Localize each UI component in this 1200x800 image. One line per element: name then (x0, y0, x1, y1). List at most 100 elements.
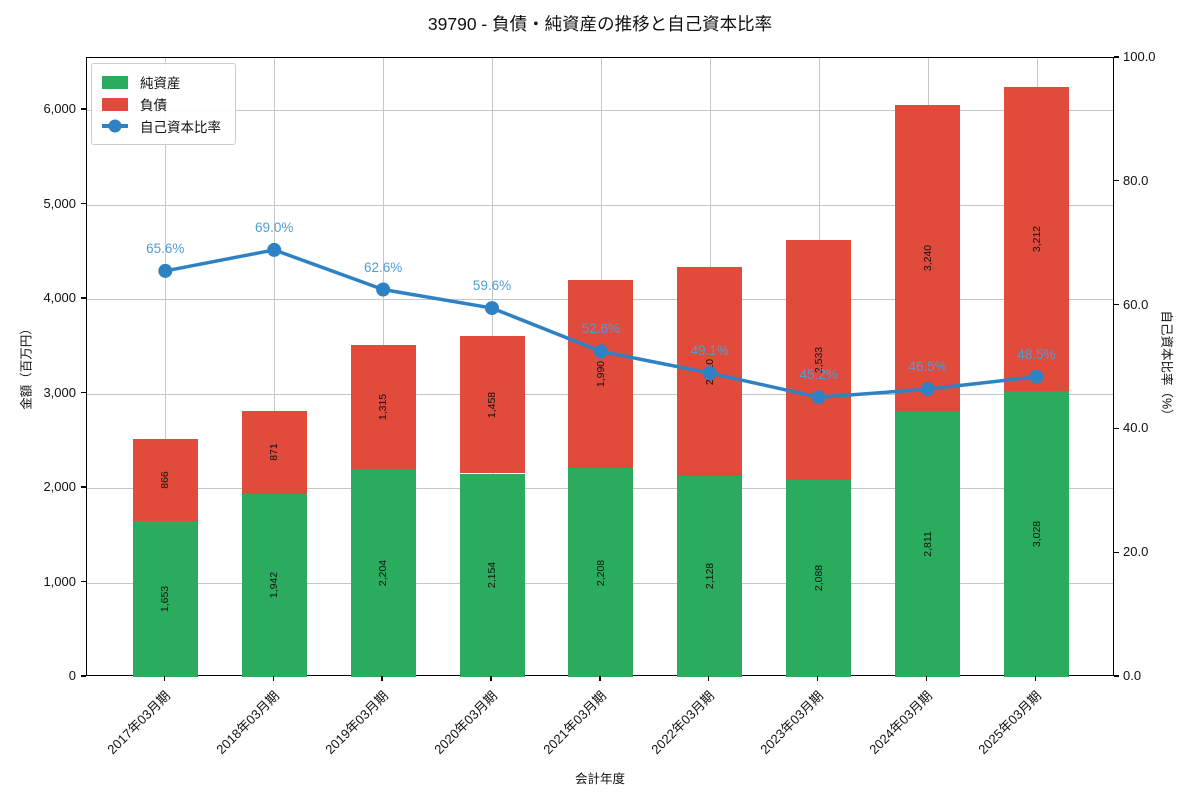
x-axis-tick (599, 676, 601, 681)
x-axis-tick-label: 2018年03月期 (213, 688, 282, 757)
equity-ratio-value-label: 69.0% (255, 219, 294, 235)
gridline-vertical (274, 58, 276, 675)
legend-item-net-assets: 純資産 (102, 71, 221, 93)
bar-segment-liabilities (895, 105, 961, 412)
x-axis-tick-label: 2019年03月期 (321, 688, 391, 757)
right-axis-tick (1114, 551, 1119, 553)
bar-segment-net-assets (1004, 390, 1069, 677)
bar-segment-net-assets (132, 520, 198, 677)
bar-segment-liabilities (350, 344, 416, 469)
x-axis-tick (272, 676, 274, 681)
x-axis-title: 会計年度 (574, 772, 626, 786)
x-axis-tick (708, 676, 710, 681)
bar-segment-liabilities (1004, 87, 1069, 391)
equity-ratio-line (158, 242, 1044, 405)
left-axis-tick-label: 0 (68, 668, 76, 683)
x-axis-tick (817, 676, 819, 681)
right-axis-tick-label: 40.0 (1123, 420, 1149, 436)
x-axis-tick-label: 2025年03月期 (975, 688, 1045, 757)
right-axis-tick-label: 0.0 (1123, 668, 1142, 683)
legend-swatch-liabilities (102, 97, 128, 111)
bar-segment-net-assets (677, 475, 743, 677)
equity-ratio-value-label: 65.6% (146, 240, 185, 256)
x-axis-tick-label: 2017年03月期 (104, 688, 174, 757)
right-axis-tick-label: 100.0 (1123, 49, 1156, 64)
legend-label-equity-ratio: 自己資本比率 (140, 120, 221, 135)
x-axis-tick-label: 2023年03月期 (757, 688, 827, 757)
right-axis-tick (1114, 303, 1119, 306)
left-axis-tick (81, 391, 86, 394)
right-axis-tick (1114, 675, 1119, 677)
bar-segment-net-assets (895, 411, 961, 677)
right-axis-title: 自己資本比率（%） (1159, 310, 1174, 422)
bar-segment-net-assets (350, 468, 416, 677)
equity-ratio-marker (485, 301, 499, 316)
equity-ratio-marker (702, 366, 717, 381)
x-axis-tick (381, 676, 383, 681)
right-axis-tick (1114, 180, 1119, 182)
equity-ratio-marker (376, 282, 391, 297)
x-axis-tick-label: 2022年03月期 (648, 688, 718, 757)
bar-segment-liabilities (241, 411, 307, 494)
equity-ratio-value-label: 48.5% (1017, 346, 1056, 362)
left-axis-tick (81, 297, 86, 299)
x-axis-tick (925, 676, 928, 681)
left-axis-tick (81, 108, 86, 110)
equity-ratio-marker (920, 382, 935, 397)
equity-ratio-value-label: 49.1% (690, 343, 729, 359)
legend-swatch-net-assets (102, 75, 128, 89)
gridline-vertical (165, 58, 167, 675)
bar-segment-net-assets (786, 479, 852, 677)
bar-segment-net-assets (568, 468, 634, 677)
chart-title: 39790 - 負債・純資産の推移と自己資本比率 (427, 14, 773, 34)
x-axis-tick (163, 676, 165, 681)
equity-ratio-marker (593, 344, 608, 359)
bar-segment-liabilities (459, 335, 525, 474)
equity-ratio-marker (267, 242, 282, 257)
bar-segment-net-assets (241, 493, 307, 677)
left-axis-tick (81, 202, 86, 205)
left-axis-tick-label: 4,000 (43, 290, 76, 306)
gridline-horizontal (87, 204, 1113, 206)
legend-item-equity-ratio: 自己資本比率 (102, 115, 221, 137)
legend-label-net-assets: 純資産 (140, 76, 181, 91)
legend-marker-icon (108, 119, 122, 133)
left-axis-tick (81, 486, 86, 488)
left-axis-tick-label: 3,000 (43, 384, 76, 400)
x-axis-tick-label: 2024年03月期 (866, 688, 936, 757)
right-axis-tick (1114, 56, 1119, 58)
bar-segment-liabilities (568, 280, 634, 469)
right-axis-tick-label: 60.0 (1123, 296, 1149, 312)
equity-ratio-marker (158, 263, 173, 278)
left-axis-tick-label: 5,000 (43, 195, 76, 211)
bar-segment-liabilities (132, 439, 198, 521)
right-axis-tick (1114, 427, 1119, 430)
left-axis-tick (81, 580, 86, 583)
left-axis-tick-label: 1,000 (43, 573, 76, 589)
legend-item-liabilities: 負債 (102, 93, 221, 115)
gridline-horizontal (87, 110, 1113, 112)
left-axis-tick-label: 2,000 (43, 479, 76, 495)
right-axis-tick-label: 20.0 (1123, 544, 1149, 560)
equity-ratio-marker (1029, 369, 1044, 384)
x-axis-tick-label: 2021年03月期 (539, 688, 609, 757)
right-axis-tick-label: 80.0 (1123, 172, 1149, 188)
equity-ratio-value-label: 45.2% (799, 367, 838, 383)
left-axis-tick (81, 675, 86, 677)
bar-segment-liabilities (786, 240, 852, 480)
equity-ratio-marker (811, 390, 826, 405)
bar-segment-net-assets (459, 473, 525, 677)
legend: 純資産 負債 自己資本比率 (91, 63, 236, 145)
equity-ratio-value-label: 52.6% (581, 321, 621, 337)
x-axis-tick (1034, 676, 1037, 681)
legend-label-liabilities: 負債 (140, 98, 167, 113)
legend-line-sample-icon (102, 119, 128, 133)
equity-ratio-value-label: 59.6% (472, 278, 512, 294)
x-axis-tick (490, 676, 492, 681)
x-axis-tick-label: 2020年03月期 (430, 688, 500, 757)
equity-ratio-value-label: 46.5% (908, 359, 947, 375)
left-axis-tick-label: 6,000 (43, 101, 76, 117)
equity-ratio-value-label: 62.6% (363, 259, 403, 275)
plot-area: 1,653 866 1,942 871 2,204 1,315 2,154 1,458 2,20… (86, 57, 1114, 677)
